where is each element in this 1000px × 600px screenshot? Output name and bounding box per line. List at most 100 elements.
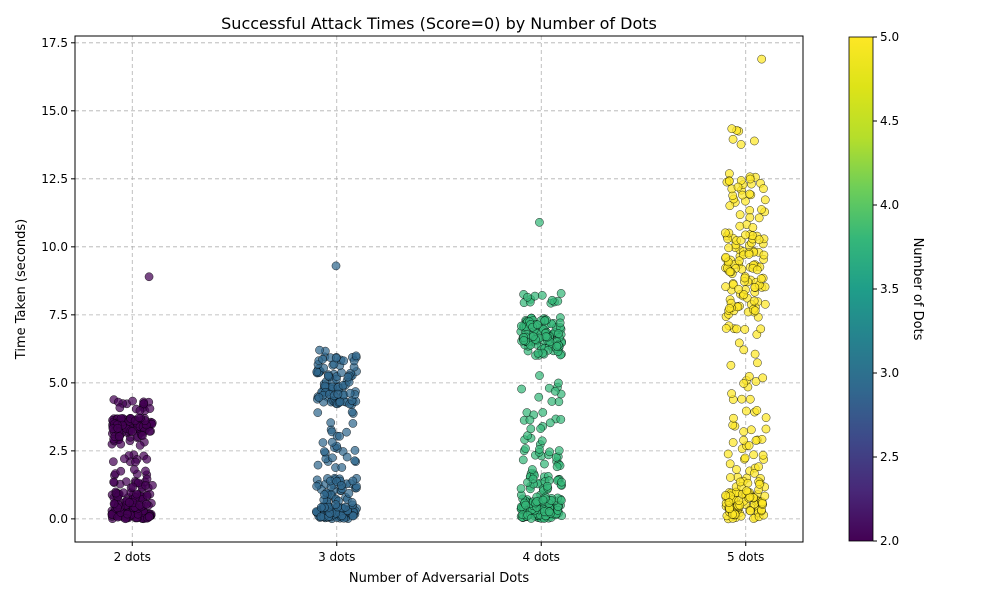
scatter-point: [761, 413, 771, 422]
scatter-point: [754, 462, 763, 472]
y-tick-label: 10.0: [41, 240, 68, 254]
scatter-point: [348, 476, 358, 486]
scatter-point: [738, 190, 747, 200]
scatter-point: [748, 223, 758, 232]
scatter-point: [726, 360, 736, 370]
scatter-point: [138, 431, 147, 440]
scatter-point: [721, 252, 731, 262]
scatter-point: [721, 491, 731, 500]
scatter-point: [113, 423, 123, 433]
scatter-point: [742, 486, 751, 496]
scatter-point: [734, 284, 743, 294]
scatter-point: [750, 306, 760, 316]
scatter-point: [552, 462, 562, 472]
x-tick-label: 4 dots: [523, 550, 560, 564]
scatter-point: [348, 419, 358, 428]
scatter-point: [326, 418, 336, 427]
scatter-point: [320, 447, 329, 456]
scatter-point: [554, 329, 563, 338]
scatter-point: [754, 235, 764, 245]
scatter-point: [141, 481, 150, 490]
scatter-point: [313, 460, 323, 470]
scatter-point: [116, 439, 126, 449]
scatter-point: [735, 210, 745, 220]
scatter-point: [727, 124, 737, 134]
scatter-point: [758, 498, 767, 508]
scatter-point: [743, 478, 753, 488]
y-axis-label: Time Taken (seconds): [14, 219, 29, 360]
scatter-point: [115, 403, 125, 413]
scatter-point: [109, 477, 118, 487]
scatter-point: [749, 296, 759, 306]
scatter-point: [141, 466, 150, 476]
scatter-point: [758, 373, 768, 383]
colorbar-tick-label: 2.5: [880, 450, 899, 464]
colorbar-tick-label: 5.0: [880, 30, 899, 44]
scatter-point: [757, 205, 766, 214]
scatter-point: [739, 290, 749, 299]
scatter-point: [343, 372, 353, 382]
scatter-point: [525, 415, 535, 425]
scatter-point: [724, 176, 734, 186]
scatter-point: [757, 54, 767, 64]
scatter-point: [530, 291, 540, 301]
scatter-point: [761, 424, 771, 434]
scatter-point: [523, 292, 532, 302]
scatter-point: [142, 491, 152, 500]
scatter-point: [125, 498, 134, 507]
y-tick-label: 17.5: [41, 36, 68, 50]
scatter-point: [751, 377, 761, 386]
scatter-point: [339, 356, 349, 366]
scatter-point: [344, 488, 354, 498]
scatter-point: [541, 332, 551, 342]
data-points: [107, 54, 771, 524]
scatter-point: [348, 511, 358, 521]
y-tick-label: 0.0: [49, 512, 68, 526]
scatter-point: [135, 406, 145, 416]
scatter-point: [556, 415, 566, 424]
scatter-point: [142, 454, 152, 464]
scatter-point: [728, 438, 738, 447]
scatter-point: [142, 499, 151, 509]
scatter-point: [739, 435, 748, 445]
scatter-point: [756, 274, 766, 284]
scatter-point: [554, 446, 564, 455]
scatter-point: [751, 436, 761, 445]
scatter-point: [351, 351, 361, 361]
scatter-point: [128, 396, 137, 406]
scatter-point: [534, 392, 544, 402]
scatter-point: [335, 431, 344, 441]
scatter-point: [750, 468, 759, 478]
colorbar: [848, 36, 874, 542]
y-tick-label: 15.0: [41, 104, 68, 118]
scatter-point: [740, 453, 750, 463]
colorbar-tick-label: 2.0: [880, 534, 899, 548]
scatter-point: [314, 393, 324, 402]
x-axis-ticks: 2 dots 3 dots 4 dots 5 dots: [114, 542, 764, 564]
scatter-point: [741, 406, 751, 416]
scatter-point: [342, 427, 351, 437]
chart-title: Successful Attack Times (Score=0) by Num…: [221, 14, 657, 33]
scatter-point: [727, 389, 736, 398]
scatter-point: [760, 491, 770, 501]
scatter-point: [724, 498, 734, 507]
scatter-point: [756, 324, 766, 334]
scatter-point: [313, 408, 323, 417]
scatter-point: [144, 272, 154, 282]
scatter-point: [144, 512, 154, 522]
scatter-point: [139, 399, 149, 409]
x-tick-label: 3 dots: [318, 550, 355, 564]
scatter-point: [335, 397, 345, 407]
scatter-point: [725, 201, 735, 211]
scatter-point: [540, 459, 549, 469]
scatter-point: [721, 282, 730, 291]
scatter-point: [122, 509, 132, 519]
scatter-point: [528, 474, 538, 484]
scatter-point: [759, 184, 768, 193]
scatter-point: [726, 473, 735, 482]
scatter-point: [735, 221, 745, 231]
scatter-point: [323, 371, 333, 381]
scatter-point: [547, 295, 557, 305]
scatter-point: [720, 228, 730, 238]
